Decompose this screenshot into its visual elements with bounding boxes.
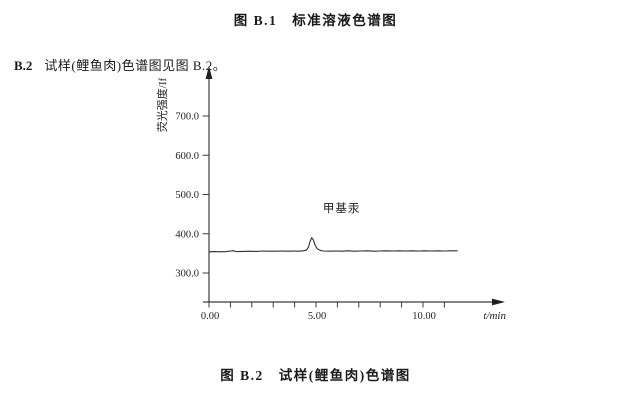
clause-text: 试样(鲤鱼肉)色谱图见图 B.2。 [44,58,227,73]
paragraph-b2: B.2 试样(鲤鱼肉)色谱图见图 B.2。 [14,55,226,74]
y-tick-label: 400.0 [175,229,199,240]
y-tick-label: 300.0 [175,269,199,280]
y-tick-label: 500.0 [175,190,199,201]
chromatogram-trace [208,237,458,253]
x-ticks-group: 0.00 5.00 10.00 [201,302,445,322]
figure-b2-caption: 图 B.2 试样(鲤鱼肉)色谱图 [220,368,411,383]
y-tick-label: 600.0 [175,151,199,162]
x-axis-arrowhead-icon [492,298,505,306]
peak-annotation: 甲基汞 [323,202,361,215]
y-tick-label: 700.0 [175,112,199,123]
y-axis-label: 荧光强度/If [155,77,169,132]
x-tick-label: 5.00 [308,311,326,322]
x-tick-label: 10.00 [412,311,436,322]
x-tick-label: 0.00 [201,311,219,322]
y-axis-arrowhead-icon [205,66,213,79]
y-ticks-group: 300.0 400.0 500.0 600.0 700.0 [175,112,209,280]
clause-number: B.2 [14,58,33,73]
figure-b1-caption: 图 B.1 标准溶液色谱图 [233,13,398,28]
x-axis-label: t/min [483,310,506,322]
